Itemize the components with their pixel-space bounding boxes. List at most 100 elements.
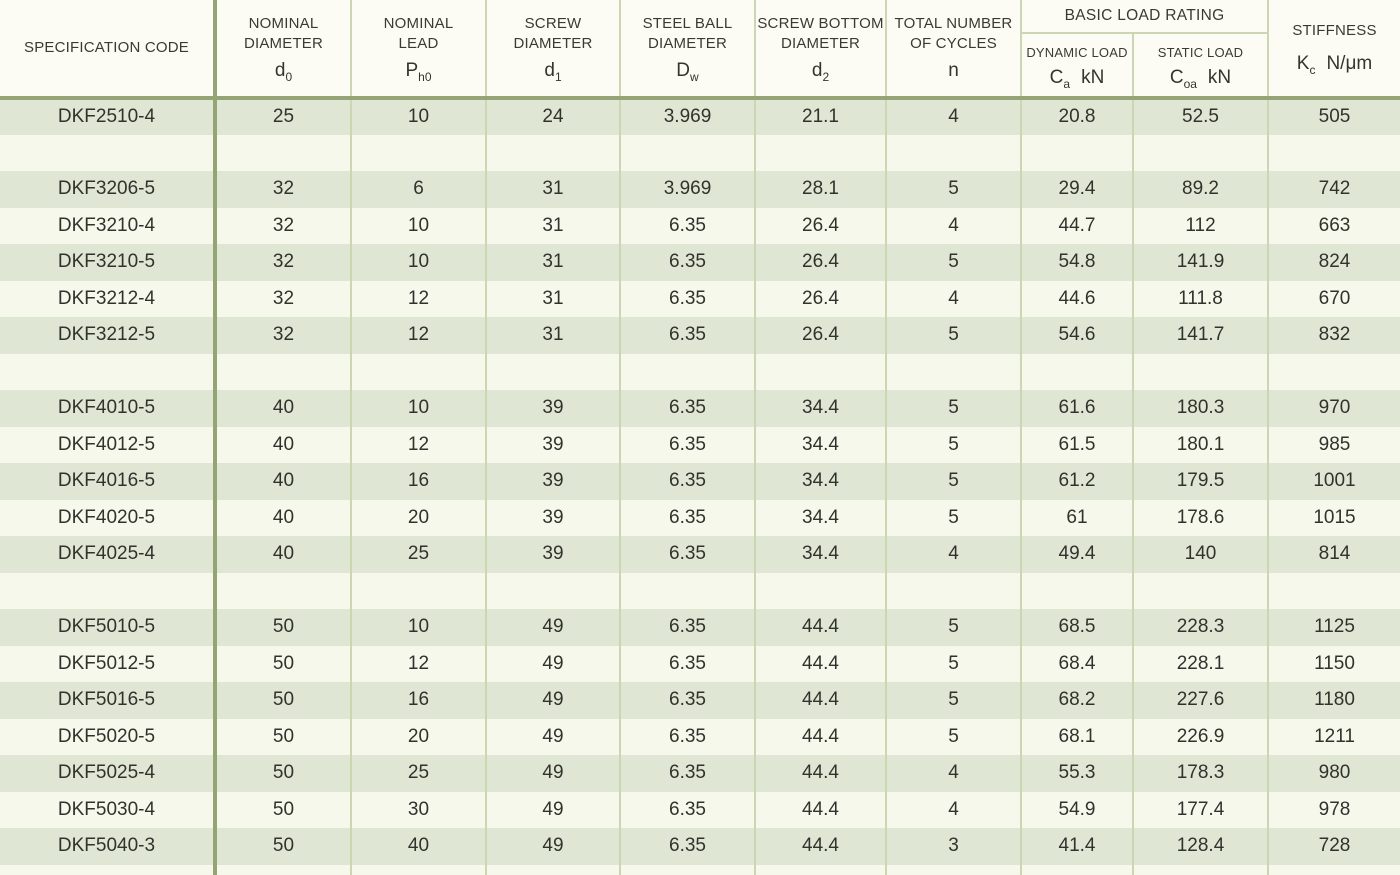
value-cell: 4	[885, 791, 1021, 828]
col-header-steel-ball-diameter: STEEL BALL DIAMETER Dw	[619, 0, 755, 100]
value-cell: 980	[1267, 755, 1400, 792]
value-cell: 5	[885, 426, 1021, 463]
value-cell: 6.35	[619, 682, 755, 719]
table-row: DKF3212-4 32 12 31 6.35 26.4 4 44.6 111.8 670	[0, 280, 1400, 317]
table-row: DKF5025-4 50 25 49 6.35 44.4 4 55.3 178.3 980	[0, 755, 1400, 792]
table-header: SPECIFICATION CODE NOMINAL DIAMETER d0 N…	[0, 0, 1400, 100]
value-cell: 24	[485, 98, 620, 135]
value-cell	[1132, 353, 1268, 390]
value-cell: 29.4	[1020, 171, 1133, 208]
value-cell: 52.5	[1132, 98, 1268, 135]
value-cell: 970	[1267, 390, 1400, 427]
value-cell: 40	[213, 426, 351, 463]
col-symbol: Coa kN	[1169, 67, 1232, 91]
value-cell	[885, 864, 1021, 875]
value-cell: 50	[213, 755, 351, 792]
value-cell: 40	[213, 390, 351, 427]
col-header-nominal-diameter: NOMINAL DIAMETER d0	[213, 0, 351, 100]
spec-code-cell: DKF4025-4	[0, 536, 215, 573]
table-row: DKF2510-4 25 10 24 3.969 21.1 4 20.8 52.5 505	[0, 98, 1400, 135]
col-label: SPECIFICATION CODE	[23, 39, 189, 57]
value-cell: 39	[485, 536, 620, 573]
col-header-stiffness: STIFFNESS Kc N/μm	[1267, 0, 1400, 100]
value-cell	[485, 353, 620, 390]
table-row: DKF3210-4 32 10 31 6.35 26.4 4 44.7 112 663	[0, 207, 1400, 244]
value-cell	[213, 353, 351, 390]
value-cell: 228.3	[1132, 609, 1268, 646]
value-cell: 3.969	[619, 171, 755, 208]
value-cell: 12	[350, 426, 486, 463]
spec-code-cell	[0, 353, 215, 390]
value-cell: 6.35	[619, 244, 755, 281]
value-cell	[1267, 134, 1400, 171]
value-cell: 50	[213, 828, 351, 865]
value-cell	[1132, 864, 1268, 875]
value-cell: 34.4	[754, 499, 886, 536]
value-cell: 44.4	[754, 828, 886, 865]
spec-code-cell: DKF3206-5	[0, 171, 215, 208]
value-cell: 228.1	[1132, 645, 1268, 682]
col-symbol: d1	[544, 60, 562, 85]
value-cell: 61.2	[1020, 463, 1133, 500]
table-row: DKF5012-5 50 12 49 6.35 44.4 5 68.4 228.1 1150	[0, 645, 1400, 682]
value-cell: 26.4	[754, 244, 886, 281]
value-cell: 179.5	[1132, 463, 1268, 500]
value-cell: 20	[350, 718, 486, 755]
value-cell: 5	[885, 499, 1021, 536]
group-label: BASIC LOAD RATING	[1064, 7, 1225, 24]
spec-code-cell	[0, 134, 215, 171]
value-cell: 34.4	[754, 426, 886, 463]
col-symbol: d2	[811, 60, 830, 85]
value-cell	[213, 134, 351, 171]
value-cell: 30	[350, 791, 486, 828]
value-cell: 728	[1267, 828, 1400, 865]
value-cell: 4	[885, 755, 1021, 792]
value-cell: 1015	[1267, 499, 1400, 536]
spec-code-cell	[0, 572, 215, 609]
value-cell: 61	[1020, 499, 1133, 536]
value-cell	[1020, 353, 1133, 390]
value-cell: 20.8	[1020, 98, 1133, 135]
value-cell	[213, 572, 351, 609]
value-cell	[754, 353, 886, 390]
value-cell	[1132, 134, 1268, 171]
value-cell: 61.6	[1020, 390, 1133, 427]
value-cell: 31	[485, 317, 620, 354]
value-cell: 6.35	[619, 791, 755, 828]
table-row: DKF3206-5 32 6 31 3.969 28.1 5 29.4 89.2 742	[0, 171, 1400, 208]
value-cell: 5	[885, 645, 1021, 682]
table-row: DKF5010-5 50 10 49 6.35 44.4 5 68.5 228.3 1125	[0, 609, 1400, 646]
value-cell: 6.35	[619, 207, 755, 244]
value-cell: 44.7	[1020, 207, 1133, 244]
value-cell: 814	[1267, 536, 1400, 573]
value-cell: 34.4	[754, 536, 886, 573]
col-label: NOMINAL DIAMETER	[243, 14, 324, 52]
value-cell: 20	[350, 499, 486, 536]
value-cell: 68.4	[1020, 645, 1133, 682]
value-cell: 832	[1267, 317, 1400, 354]
value-cell	[754, 134, 886, 171]
spec-code-cell: DKF5025-4	[0, 755, 215, 792]
value-cell: 49	[485, 718, 620, 755]
value-cell: 178.3	[1132, 755, 1268, 792]
value-cell	[485, 864, 620, 875]
value-cell: 12	[350, 645, 486, 682]
col-group-basic-load-rating: BASIC LOAD RATING	[1020, 0, 1268, 34]
table-row: DKF3212-5 32 12 31 6.35 26.4 5 54.6 141.7 832	[0, 317, 1400, 354]
value-cell: 16	[350, 682, 486, 719]
col-label: TOTAL NUMBER OF CYCLES	[894, 14, 1013, 52]
table-row: DKF5030-4 50 30 49 6.35 44.4 4 54.9 177.4 978	[0, 791, 1400, 828]
value-cell: 31	[485, 280, 620, 317]
spec-code-cell: DKF5040-3	[0, 828, 215, 865]
value-cell: 50	[213, 791, 351, 828]
col-header-total-number-of-cycles: TOTAL NUMBER OF CYCLES n	[885, 0, 1021, 100]
value-cell: 68.2	[1020, 682, 1133, 719]
value-cell: 10	[350, 390, 486, 427]
value-cell: 5	[885, 609, 1021, 646]
value-cell: 5	[885, 244, 1021, 281]
col-label: STATIC LOAD	[1157, 45, 1244, 60]
value-cell: 6.35	[619, 609, 755, 646]
value-cell: 32	[213, 280, 351, 317]
